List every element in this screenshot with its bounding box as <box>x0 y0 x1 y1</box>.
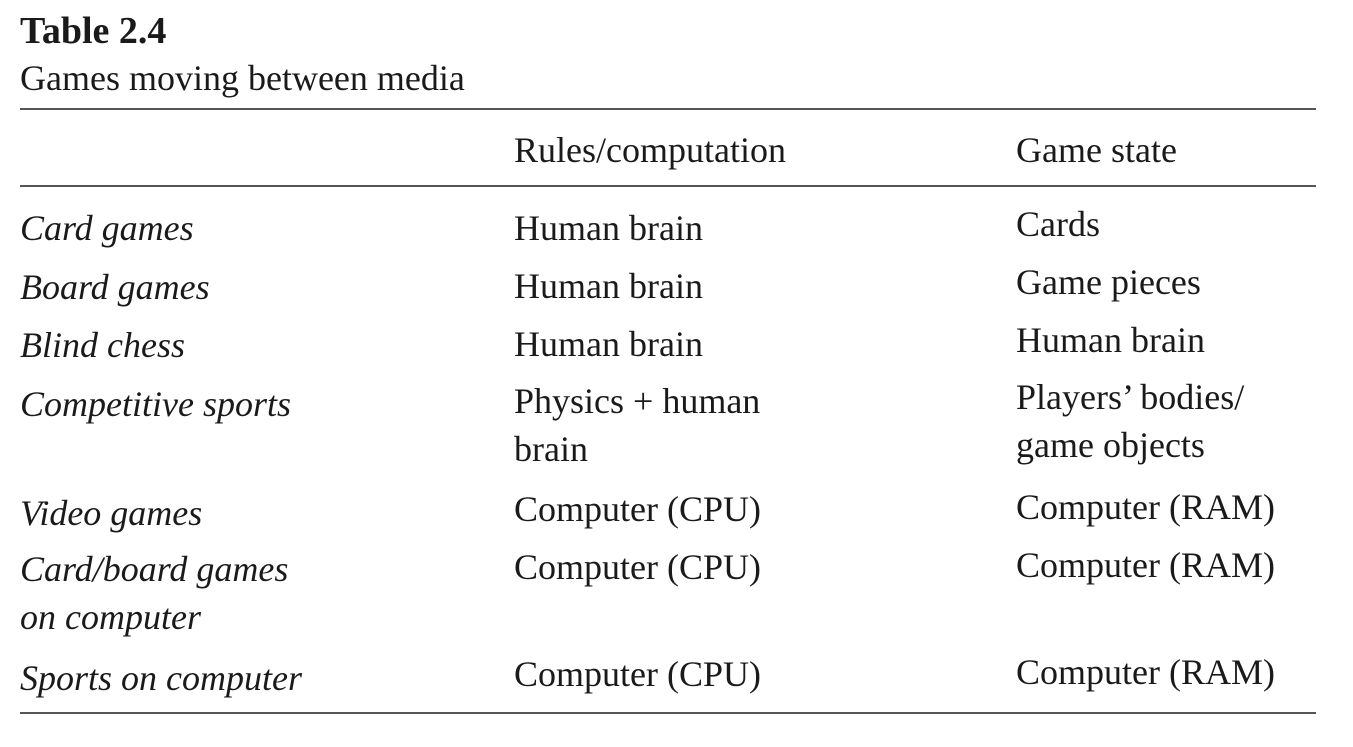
table-cell-state: Game pieces <box>1016 262 1201 302</box>
table-cell-state: Computer (RAM) <box>1016 487 1275 527</box>
column-header-rules: Rules/computation <box>514 130 786 170</box>
column-header-state: Game state <box>1016 130 1177 170</box>
table-cell-game: Card games <box>20 208 194 248</box>
table-cell-rules: Computer (CPU) <box>514 489 761 529</box>
table-cell-rules: Human brain <box>514 324 703 364</box>
table-cell-game: Video games <box>20 493 203 533</box>
table-cell-game: Board games <box>20 267 210 307</box>
table-label: Table 2.4 <box>20 10 167 52</box>
table-cell-rules: Human brain <box>514 208 703 248</box>
table-cell-rules: Physics + human brain <box>514 381 761 469</box>
table-cell-game: Card/board games on computer <box>20 549 289 637</box>
table-cell-game: Blind chess <box>20 325 185 365</box>
table-cell-game: Competitive sports <box>20 384 291 424</box>
table-caption: Games moving between media <box>20 58 465 98</box>
table-cell-rules: Human brain <box>514 266 703 306</box>
table-cell-state: Cards <box>1016 204 1100 244</box>
table-cell-state: Human brain <box>1016 320 1205 360</box>
table-cell-state: Computer (RAM) <box>1016 545 1275 585</box>
table-cell-rules: Computer (CPU) <box>514 654 761 694</box>
table-top-rule <box>20 108 1316 110</box>
table-header-rule <box>20 185 1316 187</box>
table-cell-state: Computer (RAM) <box>1016 652 1275 692</box>
table-bottom-rule <box>20 712 1316 714</box>
table-cell-game: Sports on computer <box>20 658 302 698</box>
table-cell-rules: Computer (CPU) <box>514 547 761 587</box>
table-cell-state: Players’ bodies/ game objects <box>1016 377 1245 465</box>
